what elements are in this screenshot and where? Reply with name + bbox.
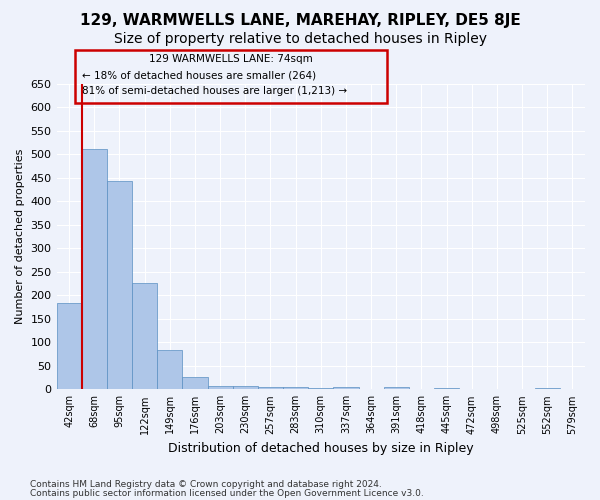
Bar (334, 387, 359, 390)
Bar (308, 388, 334, 390)
Text: 129, WARMWELLS LANE, MAREHAY, RIPLEY, DE5 8JE: 129, WARMWELLS LANE, MAREHAY, RIPLEY, DE… (80, 12, 520, 28)
Bar (233, 386, 258, 390)
Text: Contains public sector information licensed under the Open Government Licence v3: Contains public sector information licen… (30, 488, 424, 498)
Bar (157, 350, 182, 390)
Bar (535, 388, 560, 390)
Text: ← 18% of detached houses are smaller (264): ← 18% of detached houses are smaller (26… (82, 71, 316, 81)
X-axis label: Distribution of detached houses by size in Ripley: Distribution of detached houses by size … (168, 442, 473, 455)
Bar (283, 388, 308, 390)
Text: Size of property relative to detached houses in Ripley: Size of property relative to detached ho… (113, 32, 487, 46)
Bar (383, 387, 409, 390)
Bar (208, 386, 233, 390)
Y-axis label: Number of detached properties: Number of detached properties (15, 149, 25, 324)
Bar (56, 304, 82, 390)
Text: Contains HM Land Registry data © Crown copyright and database right 2024.: Contains HM Land Registry data © Crown c… (30, 480, 382, 489)
Bar (258, 387, 283, 390)
Bar (132, 283, 157, 390)
Bar (82, 149, 107, 390)
Bar (182, 376, 208, 390)
Text: 129 WARMWELLS LANE: 74sqm: 129 WARMWELLS LANE: 74sqm (149, 54, 313, 64)
Bar (434, 388, 459, 390)
Text: 81% of semi-detached houses are larger (1,213) →: 81% of semi-detached houses are larger (… (82, 86, 347, 97)
Bar (107, 181, 132, 390)
